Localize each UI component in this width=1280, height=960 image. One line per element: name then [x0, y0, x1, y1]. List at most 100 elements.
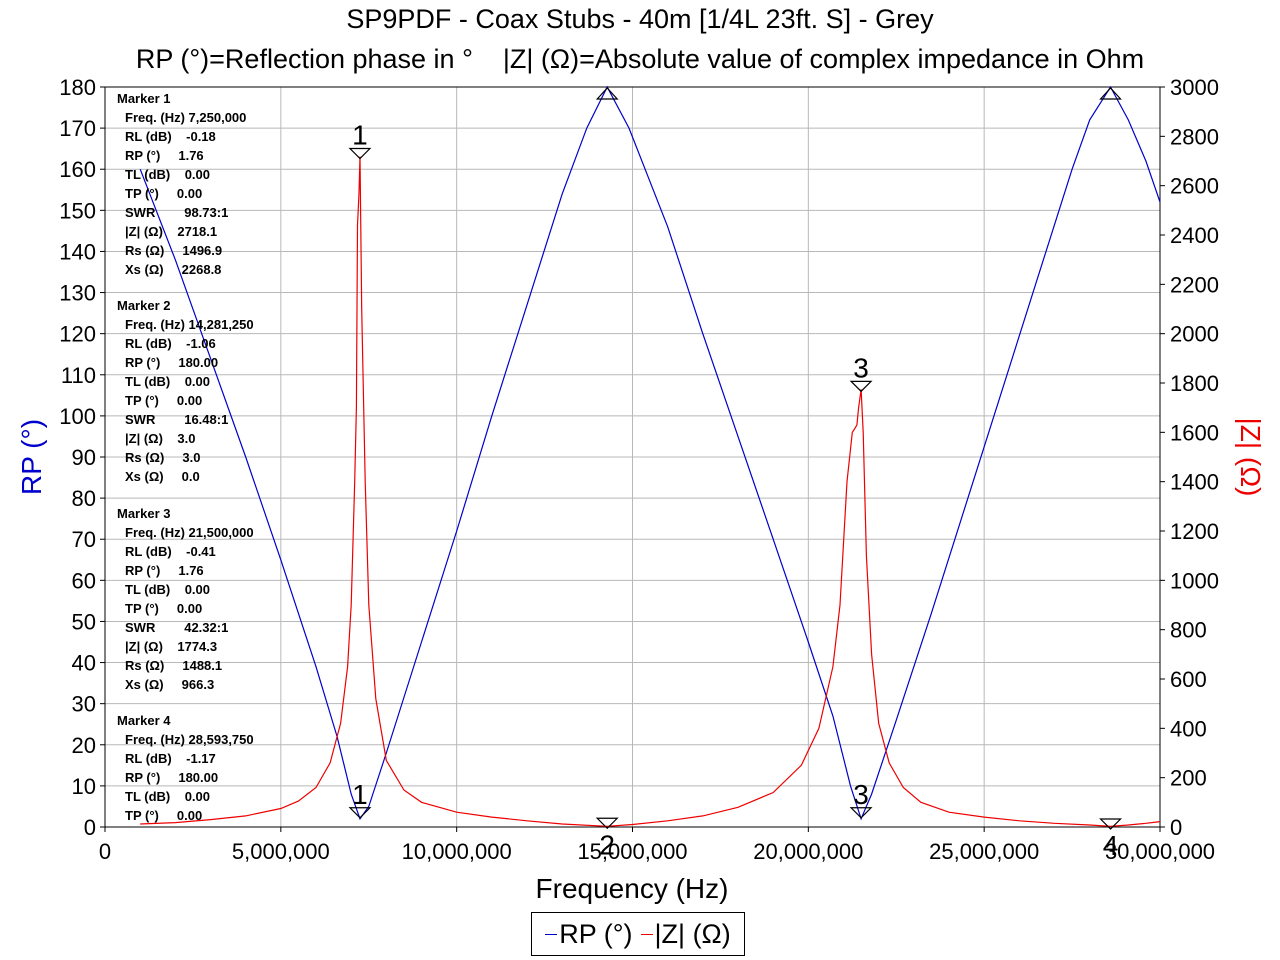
marker-4-z-label: 4 [1103, 830, 1119, 861]
marker-layer: 1 1 2 3 3 4 [348, 87, 1122, 861]
marker-info-panel: Marker 1 Freq. (Hz) 7,250,000 RL (dB) -0.1… [117, 91, 254, 823]
marker-2-z-label: 2 [599, 829, 615, 860]
marker-panel-row: TP (°) 0.00 [125, 393, 202, 408]
marker-panel-row: SWR 42.32:1 [125, 620, 228, 635]
marker-panel-row: Xs (Ω) 966.3 [125, 677, 214, 692]
y-right-tick-label: 2000 [1170, 322, 1219, 347]
x-tick-label: 15,000,000 [577, 839, 687, 864]
marker-panel-row: Freq. (Hz) 28,593,750 [125, 732, 254, 747]
y-right-tick-label: 1200 [1170, 519, 1219, 544]
marker-panel-row: TP (°) 0.00 [125, 601, 202, 616]
marker-panel-row: RP (°) 1.76 [125, 563, 204, 578]
marker-panel-row: TL (dB) 0.00 [125, 167, 210, 182]
series-layer [139, 85, 1161, 827]
x-axis-ticks: 0 5,000,000 10,000,000 15,000,000 20,000,000… [99, 827, 1215, 864]
marker-panel-header: Marker 4 [117, 713, 171, 728]
y-left-tick-label: 100 [59, 404, 96, 429]
marker-panel-row: Freq. (Hz) 21,500,000 [125, 525, 254, 540]
y-right-tick-label: 2200 [1170, 272, 1219, 297]
marker-panel-row: TL (dB) 0.00 [125, 789, 210, 804]
x-tick-label: 10,000,000 [402, 839, 512, 864]
y-left-tick-label: 120 [59, 322, 96, 347]
marker-panel-row: RP (°) 180.00 [125, 770, 218, 785]
marker-3-z-triangle [849, 380, 873, 393]
marker-3-rp-label: 3 [853, 779, 869, 810]
y-left-tick-label: 90 [72, 445, 96, 470]
legend-z-label: |Z| (Ω) [654, 918, 731, 949]
marker-panel-row: RL (dB) -1.17 [125, 751, 216, 766]
y-left-tick-label: 170 [59, 116, 96, 141]
y-left-tick-label: 130 [59, 281, 96, 306]
marker-panel-row: TP (°) 0.00 [125, 808, 202, 823]
marker-1-z-label: 1 [352, 120, 368, 151]
marker-panel-row: |Z| (Ω) 3.0 [125, 431, 195, 446]
rp-series-line [139, 85, 1161, 821]
z-series-line [140, 156, 1161, 827]
x-tick-label: 20,000,000 [753, 839, 863, 864]
marker-panel-row: Freq. (Hz) 14,281,250 [125, 317, 254, 332]
y-left-tick-label: 70 [72, 527, 96, 552]
marker-panel-row: SWR 98.73:1 [125, 205, 228, 220]
marker-1-z-triangle [348, 147, 372, 160]
legend-z-swatch [640, 933, 653, 935]
marker-panel-row: TL (dB) 0.00 [125, 374, 210, 389]
y-right-tick-label: 2600 [1170, 174, 1219, 199]
x-axis-label: Frequency (Hz) [536, 873, 729, 904]
y-left-tick-label: 180 [59, 75, 96, 100]
grid-lines [105, 87, 1160, 827]
y-right-tick-label: 600 [1170, 667, 1207, 692]
y-left-tick-label: 50 [72, 609, 96, 634]
marker-panel-row: RL (dB) -0.18 [125, 129, 216, 144]
legend-rp-swatch [545, 933, 558, 935]
marker-panel-row: Rs (Ω) 3.0 [125, 450, 200, 465]
marker-panel-row: TL (dB) 0.00 [125, 582, 210, 597]
marker-panel-row: RL (dB) -0.41 [125, 544, 216, 559]
marker-3-z-label: 3 [853, 352, 869, 383]
y-right-tick-label: 400 [1170, 716, 1207, 741]
y-right-tick-label: 1000 [1170, 568, 1219, 593]
y-left-axis-ticks: 0 10 20 30 40 50 60 70 80 90 100 110 120 130 140 150 160… [59, 75, 105, 840]
y-left-tick-label: 160 [59, 157, 96, 182]
chart-area: 0 5,000,000 10,000,000 15,000,000 20,000,000… [16, 75, 1266, 904]
y-right-tick-label: 2800 [1170, 124, 1219, 149]
legend-rp-label: RP (°) [559, 918, 633, 949]
y-right-tick-label: 1600 [1170, 420, 1219, 445]
y-left-tick-label: 20 [72, 733, 96, 758]
marker-3-rp-triangle [849, 807, 873, 819]
marker-panel-row: RP (°) 180.00 [125, 355, 218, 370]
marker-panel-row: Xs (Ω) 0.0 [125, 469, 200, 484]
marker-panel-header: Marker 1 [117, 91, 170, 106]
marker-1-rp-label: 1 [352, 779, 368, 810]
marker-panel-row: Xs (Ω) 2268.8 [125, 262, 221, 277]
marker-4-rp-triangle [1099, 87, 1122, 100]
y-right-tick-label: 2400 [1170, 223, 1219, 248]
marker-panel-row: TP (°) 0.00 [125, 186, 202, 201]
x-tick-label: 30,000,000 [1105, 839, 1215, 864]
marker-panel-row: RL (dB) -1.06 [125, 336, 216, 351]
marker-1-rp-triangle [348, 807, 372, 819]
marker-panel-row: |Z| (Ω) 1774.3 [125, 639, 217, 654]
y-left-tick-label: 30 [72, 692, 96, 717]
marker-panel-row: RP (°) 1.76 [125, 148, 204, 163]
chart-subtitle: RP (°)=Reflection phase in ° |Z| (Ω)=Abs… [135, 44, 1145, 74]
y-left-tick-label: 60 [72, 568, 96, 593]
legend: RP (°) |Z| (Ω) [531, 912, 745, 956]
marker-panel-row: Rs (Ω) 1488.1 [125, 658, 222, 673]
x-tick-label: 5,000,000 [232, 839, 330, 864]
marker-panel-header: Marker 2 [117, 298, 170, 313]
marker-4-z-triangle [1099, 818, 1122, 830]
marker-panel-row: SWR 16.48:1 [125, 412, 228, 427]
x-tick-label: 25,000,000 [929, 839, 1039, 864]
marker-2-rp-triangle [595, 87, 619, 100]
y-right-axis-ticks: 0 200 400 600 800 1000 1200 1400 1600 1800 2000 220… [1160, 75, 1219, 840]
marker-2-z-triangle [595, 817, 619, 830]
y-right-tick-label: 0 [1170, 815, 1182, 840]
x-tick-label: 0 [99, 839, 111, 864]
y-right-tick-label: 3000 [1170, 75, 1219, 100]
marker-panel-row: Rs (Ω) 1496.9 [125, 243, 222, 258]
y-left-tick-label: 40 [72, 651, 96, 676]
y-right-tick-label: 800 [1170, 618, 1207, 643]
y-left-tick-label: 10 [72, 774, 96, 799]
y-left-tick-label: 110 [61, 363, 96, 388]
y-right-tick-label: 1800 [1170, 371, 1219, 396]
